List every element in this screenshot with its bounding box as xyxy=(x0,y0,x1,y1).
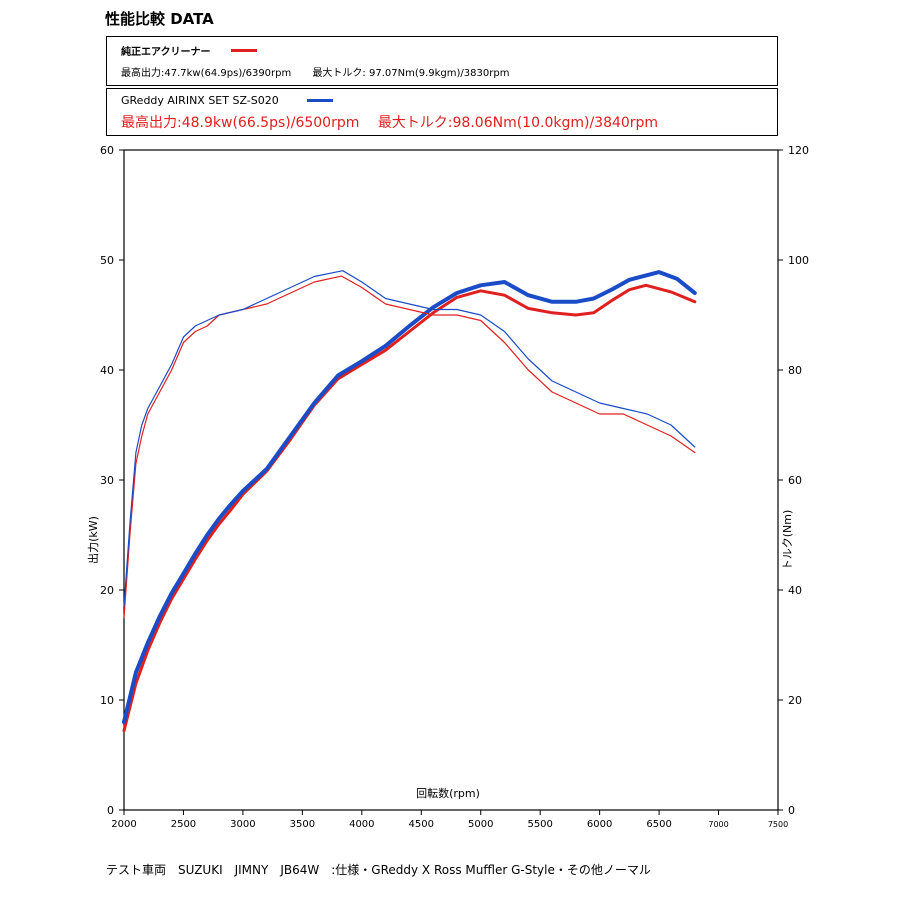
y-left-tick-label: 0 xyxy=(107,804,114,817)
y-right-tick-label: 60 xyxy=(788,474,802,487)
x-tick-label: 7000 xyxy=(708,820,728,829)
y-left-tick-label: 30 xyxy=(100,474,114,487)
legend-greddy-specs: 最高出力:48.9kw(66.5ps)/6500rpm 最大トルク:98.06N… xyxy=(121,112,672,132)
legend-greddy-max-power: 最高出力:48.9kw(66.5ps)/6500rpm xyxy=(121,115,360,131)
x-tick-label: 4000 xyxy=(349,819,374,830)
legend-greddy-box: GReddy AIRINX SET SZ-S020 最高出力:48.9kw(66… xyxy=(106,88,778,136)
legend-greddy-name: GReddy AIRINX SET SZ-S020 xyxy=(121,94,279,107)
y-left-tick-label: 60 xyxy=(100,144,114,157)
x-tick-label: 4500 xyxy=(409,819,434,830)
x-tick-label: 3000 xyxy=(230,819,255,830)
legend-greddy-swatch xyxy=(307,99,333,102)
x-tick-label: 2500 xyxy=(171,819,196,830)
test-vehicle-note: テスト車両 SUZUKI JIMNY JB64W :仕様・GReddy X Ro… xyxy=(106,863,651,877)
legend-greddy-max-torque: 最大トルク:98.06Nm(10.0kgm)/3840rpm xyxy=(377,115,659,131)
y-left-tick-label: 10 xyxy=(100,694,114,707)
y-right-tick-label: 20 xyxy=(788,694,802,707)
y-left-tick-label: 20 xyxy=(100,584,114,597)
legend-stock-box: 純正エアクリーナー 最高出力:47.7kw(64.9ps)/6390rpm 最大… xyxy=(106,36,778,86)
x-tick-label: 6500 xyxy=(646,819,671,830)
legend-stock-max-torque: 最大トルク: 97.07Nm(9.9kgm)/3830rpm xyxy=(312,68,510,79)
y-right-tick-label: 40 xyxy=(788,584,802,597)
page-title: 性能比較 DATA xyxy=(105,10,214,28)
x-tick-label: 5000 xyxy=(468,819,493,830)
legend-stock-max-power: 最高出力:47.7kw(64.9ps)/6390rpm xyxy=(121,68,292,79)
plot-frame xyxy=(123,149,779,811)
series-line-0 xyxy=(122,283,697,733)
x-axis-label: 回転数(rpm) xyxy=(416,787,480,800)
x-tick-label: 3500 xyxy=(290,819,315,830)
x-tick-label: 6000 xyxy=(587,819,612,830)
y-left-tick-label: 50 xyxy=(100,254,114,267)
x-tick-label: 2000 xyxy=(111,819,136,830)
legend-stock-name: 純正エアクリーナー xyxy=(121,47,211,58)
y-left-axis-label: 出力(kW) xyxy=(86,516,100,564)
series-line-2 xyxy=(123,275,696,619)
legend-stock-swatch xyxy=(231,49,257,52)
y-right-tick-label: 0 xyxy=(788,804,795,817)
y-left-tick-label: 40 xyxy=(100,364,114,377)
y-right-tick-label: 120 xyxy=(788,144,809,157)
x-tick-label: 5500 xyxy=(527,819,552,830)
series-line-3 xyxy=(123,270,696,608)
y-right-axis-label: トルク(Nm) xyxy=(781,510,794,571)
series-line-1 xyxy=(122,270,697,724)
x-tick-label: 7500 xyxy=(768,820,788,829)
y-right-tick-label: 100 xyxy=(788,254,809,267)
legend-stock-specs: 最高出力:47.7kw(64.9ps)/6390rpm 最大トルク: 97.07… xyxy=(121,64,527,79)
y-right-tick-label: 80 xyxy=(788,364,802,377)
